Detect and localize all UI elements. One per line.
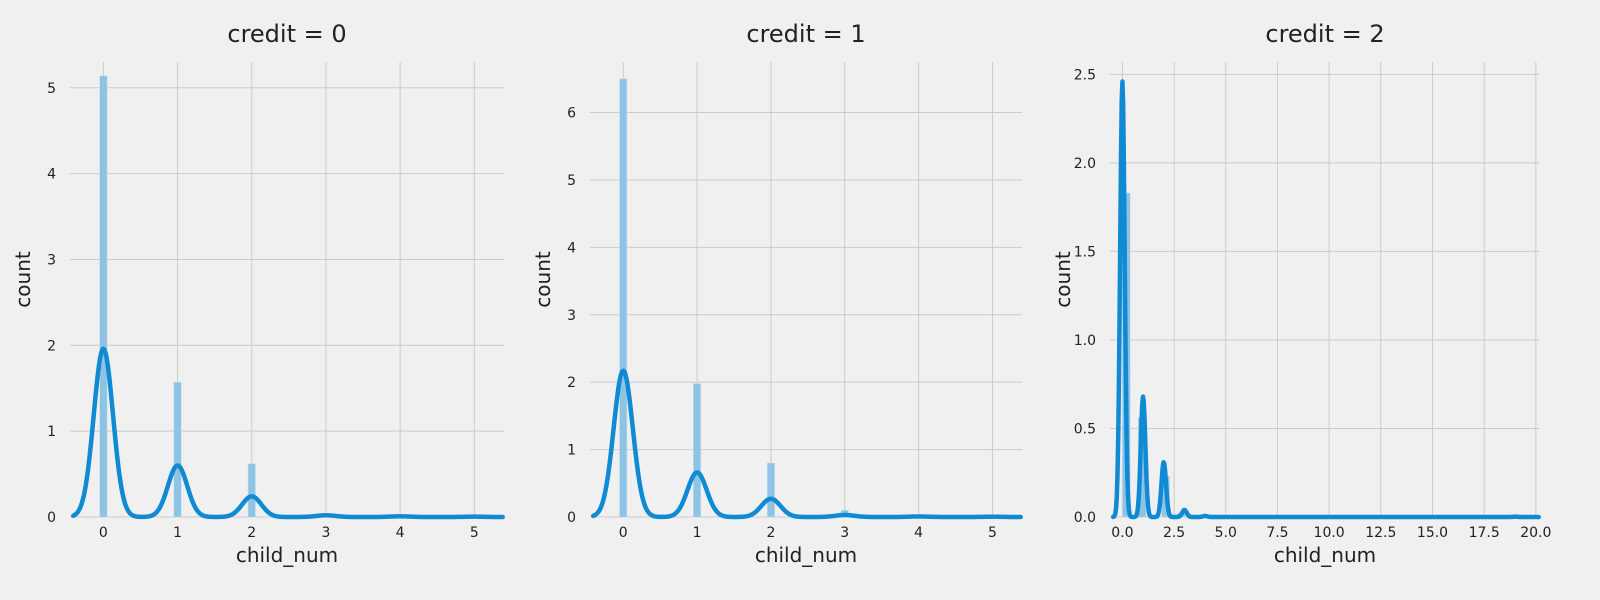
kde-curve — [1110, 79, 1541, 520]
y-tick-label: 3 — [47, 252, 56, 268]
y-tick-label: 5 — [47, 81, 56, 97]
y-axis-label: count — [1051, 251, 1075, 308]
x-tick-label: 0 — [619, 525, 628, 541]
x-tick-label: 2.5 — [1163, 525, 1185, 541]
facet-panels: 0 1 2 3 4 5 0 1 2 3 4 5 credit = 0 child_num count 0 1 2 3… — [11, 20, 1551, 567]
x-tick-label: 1 — [693, 525, 702, 541]
y-tick-label: 1 — [567, 443, 576, 459]
x-tick-label: 0 — [99, 525, 108, 541]
y-tick-label: 1.0 — [1074, 333, 1096, 349]
histogram-bar — [619, 78, 628, 518]
x-tick-label: 17.5 — [1469, 525, 1500, 541]
y-tick-label: 0 — [567, 510, 576, 526]
y-tick-label: 1.5 — [1074, 244, 1096, 260]
y-tick-label: 4 — [47, 167, 56, 183]
panel-title: credit = 0 — [227, 20, 346, 48]
y-tick-label: 2.5 — [1074, 67, 1096, 83]
histogram-bar — [766, 462, 775, 518]
x-tick-label: 3 — [321, 525, 330, 541]
y-tick-label: 5 — [567, 173, 576, 189]
facet-panel-2: 0.0 2.5 5.0 7.5 10.0 12.5 15.0 17.5 20.0 0.0 0.5 1.… — [1051, 20, 1551, 567]
y-tick-label: 2.0 — [1074, 156, 1096, 172]
x-tick-label: 4 — [396, 525, 405, 541]
y-tick-label: 6 — [567, 106, 576, 122]
x-tick-label: 7.5 — [1266, 525, 1288, 541]
histogram-bar — [99, 75, 108, 518]
histogram-bar — [173, 381, 182, 518]
y-tick-label: 0 — [47, 510, 56, 526]
y-axis-label: count — [11, 251, 35, 308]
x-axis-label: child_num — [1274, 543, 1376, 567]
y-tick-label: 4 — [567, 240, 576, 256]
facet-panel-1: 0 1 2 3 4 5 0 1 2 3 4 5 6 credit = 1 child_num count — [531, 20, 1023, 567]
y-tick-label: 0.0 — [1074, 510, 1096, 526]
panel-title: credit = 1 — [746, 20, 865, 48]
x-tick-label: 15.0 — [1417, 525, 1448, 541]
y-tick-label: 0.5 — [1074, 421, 1096, 437]
y-tick-label: 1 — [47, 424, 56, 440]
x-tick-label: 5.0 — [1215, 525, 1237, 541]
x-tick-label: 0.0 — [1111, 525, 1133, 541]
histogram-bar — [693, 383, 702, 518]
x-tick-label: 4 — [914, 525, 923, 541]
kde-curve — [71, 346, 505, 520]
y-tick-label: 2 — [47, 338, 56, 354]
x-tick-label: 2 — [247, 525, 256, 541]
kde-curve — [590, 368, 1023, 520]
x-tick-label: 3 — [840, 525, 849, 541]
x-tick-label: 20.0 — [1520, 525, 1551, 541]
x-tick-label: 5 — [470, 525, 479, 541]
x-tick-label: 5 — [988, 525, 997, 541]
histogram-bar — [247, 463, 256, 518]
panel-title: credit = 2 — [1265, 20, 1384, 48]
x-axis-label: child_num — [755, 543, 857, 567]
facet-panel-0: 0 1 2 3 4 5 0 1 2 3 4 5 credit = 0 child_num count — [11, 20, 505, 567]
x-tick-label: 1 — [173, 525, 182, 541]
y-tick-label: 3 — [567, 308, 576, 324]
x-tick-label: 2 — [766, 525, 775, 541]
y-axis-label: count — [531, 251, 555, 308]
x-axis-label: child_num — [236, 543, 338, 567]
x-tick-label: 12.5 — [1365, 525, 1396, 541]
x-tick-label: 10.0 — [1314, 525, 1345, 541]
y-tick-label: 2 — [567, 375, 576, 391]
